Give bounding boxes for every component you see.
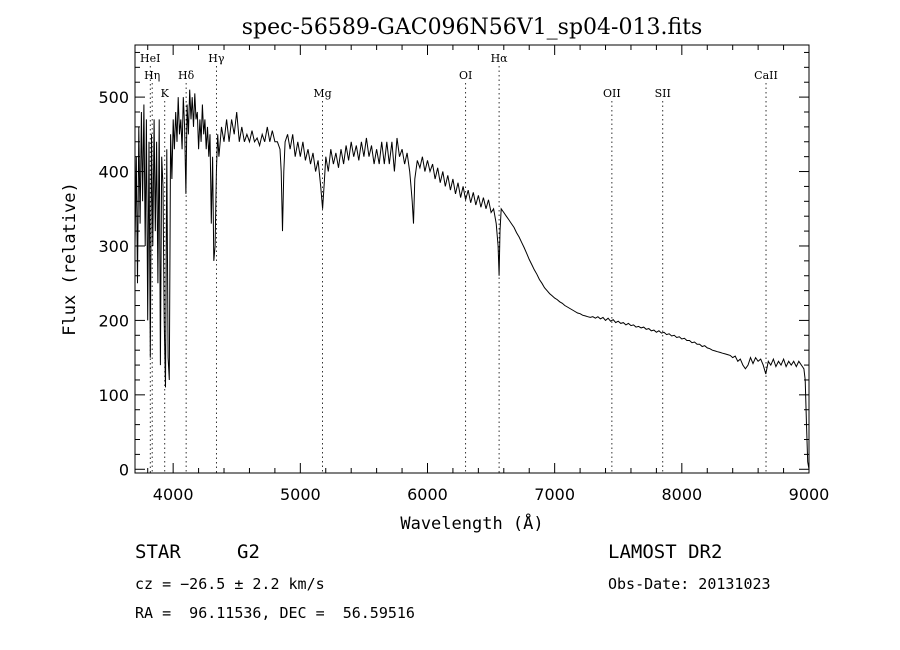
line-marker-label: OII: [603, 87, 621, 100]
y-tick-label: 400: [98, 163, 129, 182]
chart-title: spec-56589-GAC096N56V1_sp04-013.fits: [242, 15, 703, 40]
x-tick-label: 8000: [661, 485, 702, 504]
y-axis-label: Flux (relative): [60, 182, 80, 336]
x-tick-label: 6000: [407, 485, 448, 504]
redshift-velocity: cz = −26.5 ± 2.2 km/s: [135, 575, 325, 593]
spectral-subclass: G2: [237, 541, 260, 563]
x-tick-label: 5000: [280, 485, 321, 504]
object-type: STAR: [135, 541, 181, 563]
line-marker-label: HeI: [140, 52, 160, 65]
line-marker-label: K: [161, 87, 170, 100]
line-marker-label: SII: [655, 87, 671, 100]
line-marker-label: Mg: [313, 87, 331, 100]
survey-name: LAMOST DR2: [608, 541, 723, 563]
observation-date: Obs-Date: 20131023: [608, 575, 771, 593]
line-marker-label: CaII: [754, 69, 778, 82]
x-tick-label: 4000: [153, 485, 194, 504]
y-tick-label: 0: [119, 460, 129, 479]
x-axis: 4000 5000 6000 7000 8000 9000: [147, 45, 830, 504]
y-tick-label: 300: [98, 237, 129, 256]
y-tick-label: 100: [98, 386, 129, 405]
line-marker-label: Hγ: [208, 52, 225, 65]
y-tick-label: 500: [98, 88, 129, 107]
x-tick-label: 7000: [534, 485, 575, 504]
x-axis-label: Wavelength (Å): [400, 512, 543, 534]
line-marker-label: Hα: [491, 52, 509, 65]
emission-line-markers: HeI HηK Hδ Hγ Mg OI Hα OII SII CaII: [140, 52, 778, 473]
line-marker-label: Hη: [144, 69, 160, 82]
plot-frame: [134, 44, 810, 474]
line-marker-label: OI: [459, 69, 472, 82]
series-line: [134, 89, 810, 470]
line-marker-label: Hδ: [178, 69, 195, 82]
y-tick-label: 200: [98, 311, 129, 330]
x-tick-label: 9000: [789, 485, 830, 504]
y-axis: 0 100 200 300 400 500: [98, 51, 809, 479]
coordinates: RA = 96.11536, DEC = 56.59516: [135, 604, 415, 622]
